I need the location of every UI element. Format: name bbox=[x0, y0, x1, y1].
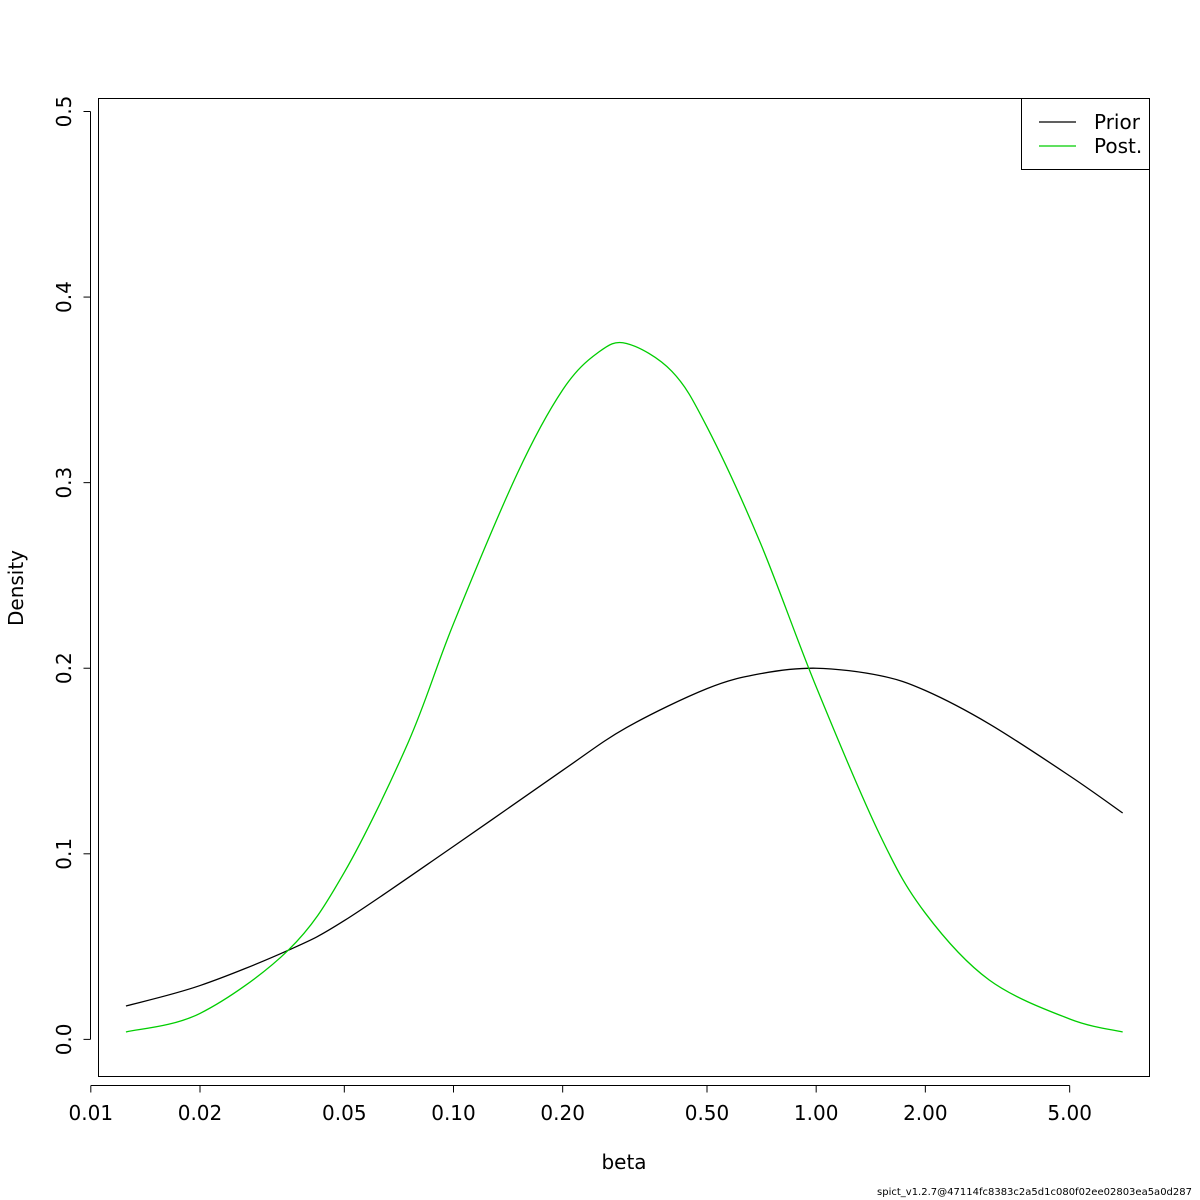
y-axis: 0.0 0.1 0.2 0.3 0.4 0.5 bbox=[52, 96, 91, 1055]
version-footnote: spict_v1.2.7@47114fc8383c2a5d1c080f02ee0… bbox=[877, 1187, 1192, 1198]
y-tick-label: 0.0 bbox=[52, 1023, 76, 1055]
x-tick-label: 5.00 bbox=[1047, 1101, 1092, 1125]
x-tick-label: 0.02 bbox=[178, 1101, 223, 1125]
y-axis-title: Density bbox=[4, 550, 28, 626]
series-layer bbox=[125, 341, 1124, 1033]
x-tick-label: 0.20 bbox=[540, 1101, 585, 1125]
x-axis-title: beta bbox=[601, 1150, 646, 1174]
legend-label-post: Post. bbox=[1094, 134, 1142, 158]
y-tick-label: 0.3 bbox=[52, 467, 76, 499]
x-tick-label: 1.00 bbox=[794, 1101, 839, 1125]
plot-frame bbox=[98, 98, 1150, 1077]
x-tick-label: 0.10 bbox=[431, 1101, 476, 1125]
legend-box bbox=[1021, 98, 1150, 170]
series-line-post bbox=[125, 341, 1123, 1033]
x-tick-label: 0.01 bbox=[69, 1101, 114, 1125]
x-tick-label: 0.50 bbox=[685, 1101, 730, 1125]
x-tick-label: 0.05 bbox=[322, 1101, 367, 1125]
y-tick-label: 0.4 bbox=[52, 281, 76, 313]
x-tick-label: 2.00 bbox=[903, 1101, 948, 1125]
legend-label-prior: Prior bbox=[1094, 110, 1141, 134]
y-tick-label: 0.5 bbox=[52, 96, 76, 128]
y-tick-label: 0.1 bbox=[52, 838, 76, 870]
y-tick-label: 0.2 bbox=[52, 652, 76, 684]
x-axis: 0.01 0.02 0.05 0.10 0.20 0.50 1.00 2.00 5.00 bbox=[69, 1085, 1092, 1125]
series-line-prior bbox=[125, 667, 1124, 1007]
